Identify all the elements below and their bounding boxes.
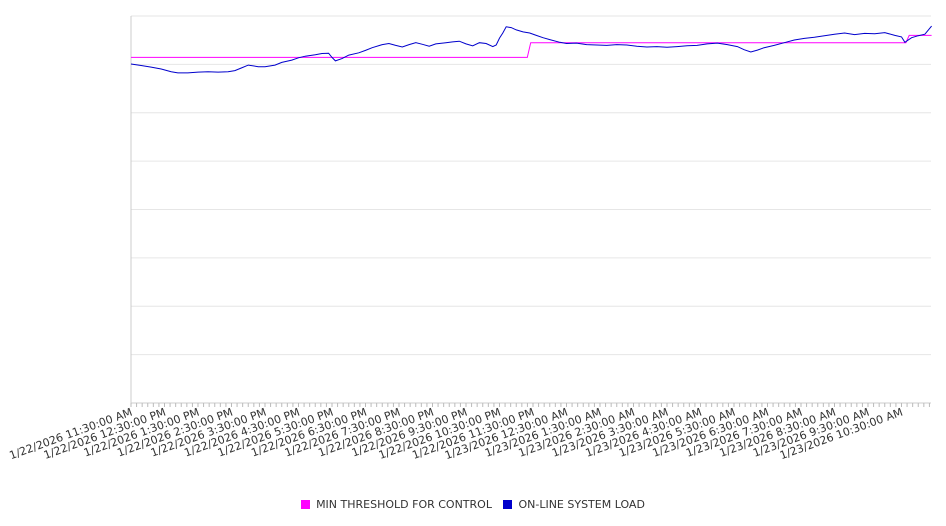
x-axis-minor-ticks <box>130 403 930 407</box>
series-line-system-load <box>130 25 932 74</box>
series-lines <box>130 25 932 74</box>
x-axis-tick-labels: 1/22/2026 11:30:00 AM1/22/2026 12:30:00 … <box>8 406 905 463</box>
legend-swatch-system-load <box>503 500 513 509</box>
legend-item-system-load: ON-LINE SYSTEM LOAD <box>503 498 645 511</box>
legend-swatch-threshold <box>301 500 311 509</box>
chart-legend: MIN THRESHOLD FOR CONTROL ON-LINE SYSTEM… <box>0 498 946 512</box>
series-line-threshold <box>131 34 932 58</box>
legend-label-threshold: MIN THRESHOLD FOR CONTROL <box>316 498 492 511</box>
chart-grid <box>131 15 931 356</box>
legend-label-system-load: ON-LINE SYSTEM LOAD <box>518 498 645 511</box>
legend-item-threshold: MIN THRESHOLD FOR CONTROL <box>301 498 492 511</box>
